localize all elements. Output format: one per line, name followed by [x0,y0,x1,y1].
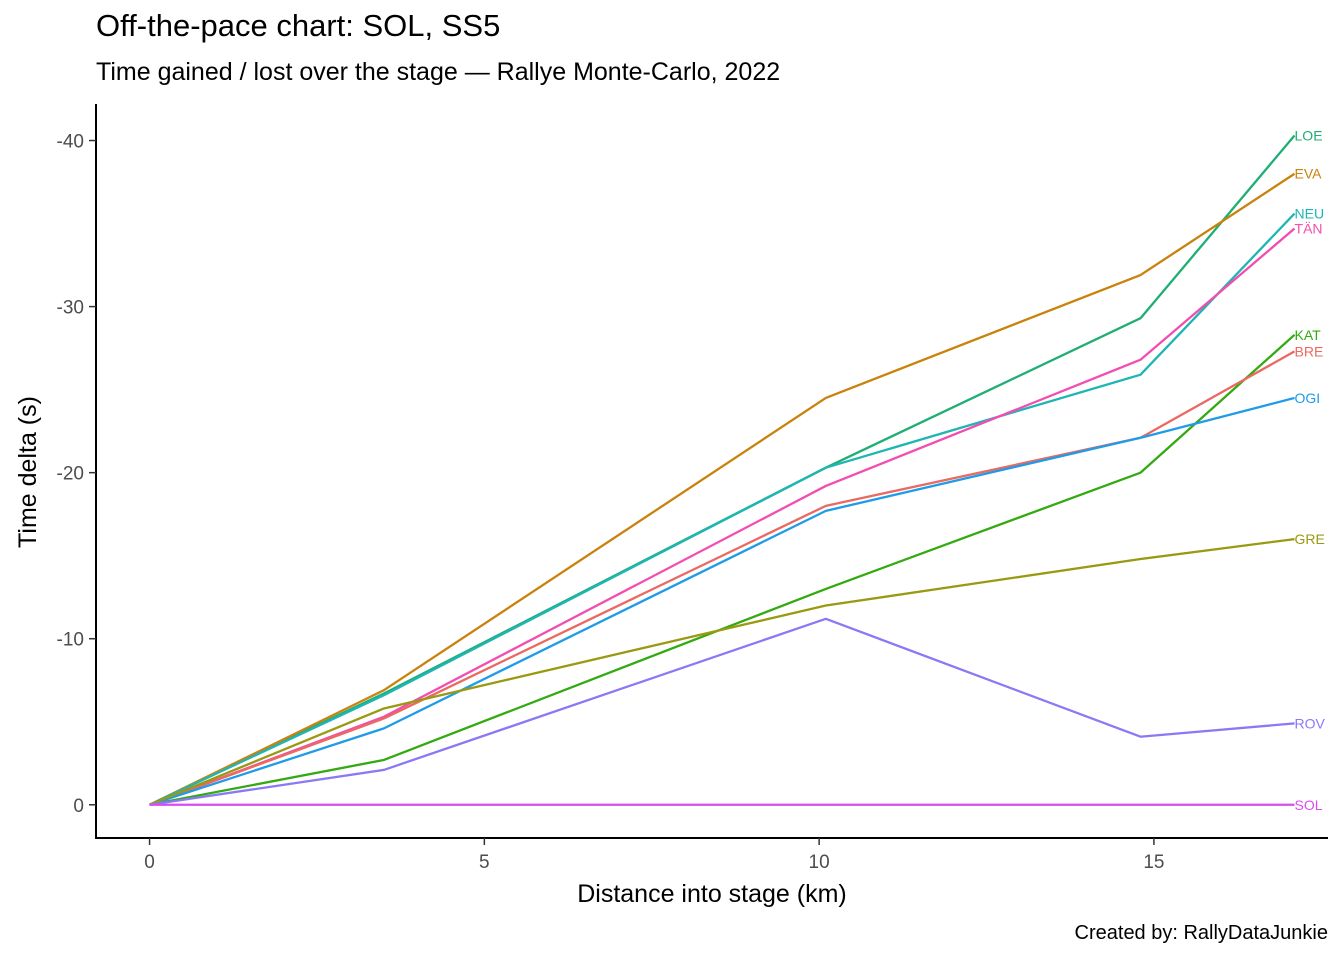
series-label-kat: KAT [1295,327,1322,343]
series-line-gre [149,537,1295,806]
x-tick-label: 10 [809,852,830,873]
chart-subtitle: Time gained / lost over the stage — Rall… [96,58,781,86]
series-lines [149,134,1296,806]
y-axis-title: Time delta (s) [14,396,42,548]
y-tick-label: -10 [57,630,84,651]
series-line-eva [149,172,1296,806]
series-line-tän [149,227,1296,806]
series-label-neu: NEU [1295,206,1325,222]
series-label-sol: SOL [1295,797,1323,813]
axes [95,104,1328,839]
series-line-kat [149,333,1296,806]
series-line-bre [149,350,1296,806]
x-tick-label: 0 [144,852,155,873]
series-line-loe [149,134,1296,806]
series-label-rov: ROV [1295,715,1326,731]
x-ticks: 0 5 10 15 [144,838,1164,873]
x-tick-label: 5 [479,852,490,873]
x-axis-title: Distance into stage (km) [577,880,847,908]
series-label-bre: BRE [1295,343,1324,359]
y-tick-label: -40 [57,132,84,153]
y-tick-label: -30 [57,298,84,319]
y-tick-label: 0 [73,796,84,817]
series-label-ogi: OGI [1295,390,1321,406]
series-label-loe: LOE [1295,128,1323,144]
y-ticks: 0 -10 -20 -30 -40 [57,132,96,817]
y-tick-label: -20 [57,464,84,485]
chart-caption: Created by: RallyDataJunkie [1074,922,1328,944]
series-line-ogi [149,396,1295,806]
series-line-rov [149,617,1295,806]
chart-title: Off-the-pace chart: SOL, SS5 [96,8,501,43]
series-label-eva: EVA [1295,166,1323,182]
series-label-gre: GRE [1295,531,1325,547]
series-label-tän: TÄN [1295,221,1323,237]
series-line-neu [149,212,1296,806]
x-tick-label: 15 [1143,852,1164,873]
